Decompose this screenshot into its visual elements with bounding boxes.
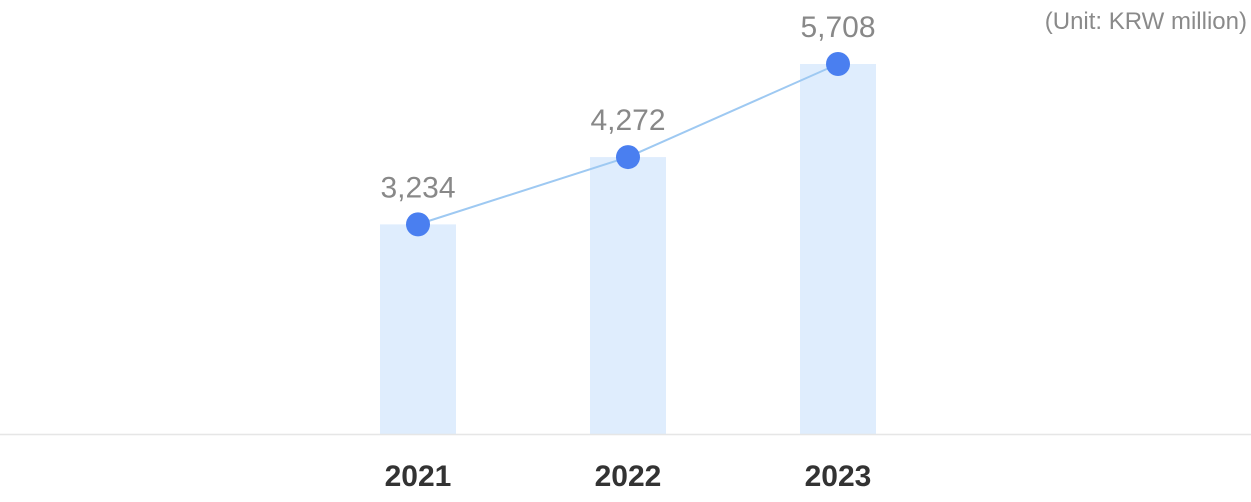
bar-group (380, 64, 876, 435)
point-group (406, 52, 850, 237)
point-2021 (406, 212, 430, 237)
bar-2023 (800, 64, 876, 434)
bar-2022 (590, 157, 666, 435)
x-tick-2023: 2023 (805, 460, 872, 493)
bar-2021 (380, 224, 456, 434)
value-label-2023: 5,708 (800, 11, 875, 44)
point-2022 (616, 145, 640, 170)
x-tick-2021: 2021 (385, 460, 452, 493)
unit-label: (Unit: KRW million) (1045, 8, 1247, 35)
value-label-group: 3,234 4,272 5,708 (380, 11, 875, 204)
value-label-2022: 4,272 (590, 104, 665, 137)
value-label-2021: 3,234 (380, 171, 455, 204)
point-2023 (826, 52, 850, 76)
x-tick-2022: 2022 (595, 460, 662, 493)
x-tick-group: 2021 2022 2023 (385, 460, 872, 493)
